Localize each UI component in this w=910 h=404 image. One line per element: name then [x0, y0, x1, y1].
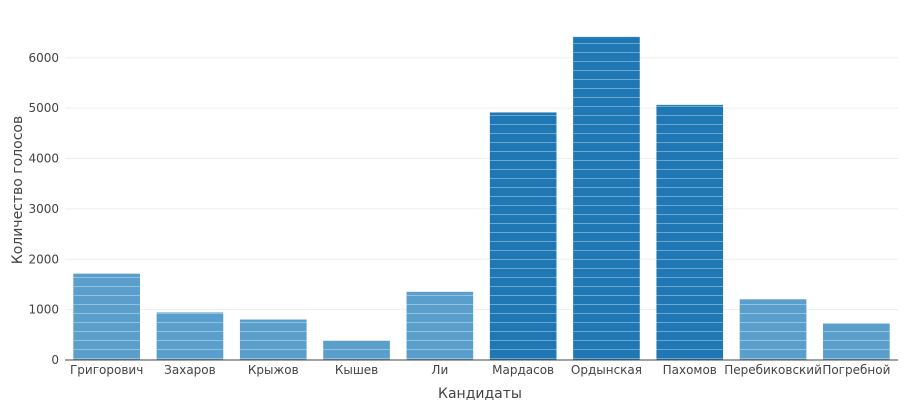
x-tick-label: Ли — [431, 363, 448, 377]
bars — [73, 36, 890, 360]
bar-texture — [323, 340, 390, 360]
bar-texture — [156, 312, 224, 360]
x-axis-title: Кандидаты — [438, 386, 522, 400]
y-tick-label: 5000 — [28, 101, 59, 115]
bar-texture — [656, 104, 724, 360]
y-tick-label: 3000 — [28, 202, 59, 216]
y-tick-label: 6000 — [28, 51, 59, 65]
x-tick-label: Крыжов — [248, 363, 299, 377]
x-tick-label: Кышев — [335, 363, 378, 377]
bar-texture — [73, 273, 140, 360]
x-tick-label: Захаров — [164, 363, 216, 377]
bar-texture — [239, 319, 307, 360]
bar-texture — [739, 299, 807, 360]
x-tick-label: Ордынская — [571, 363, 642, 377]
bar-texture — [823, 323, 890, 360]
x-tick-label: Григорович — [70, 363, 143, 377]
x-tick-label: Пахомов — [663, 363, 717, 377]
bar-texture — [573, 36, 640, 360]
axes: 0 1000 2000 3000 4000 5000 6000 Григорович Захар… — [28, 51, 898, 377]
x-tick-label: Погребной — [822, 363, 890, 377]
y-tick-label: 2000 — [28, 252, 59, 266]
y-tick-label: 1000 — [28, 303, 59, 317]
bar-texture — [406, 291, 474, 360]
bar-texture — [489, 112, 557, 360]
y-axis-title: Количество голосов — [10, 116, 26, 265]
gridlines — [65, 57, 898, 311]
x-tick-label: Перебиковский — [724, 363, 822, 377]
y-tick-label: 4000 — [28, 152, 59, 166]
y-tick-label: 0 — [51, 353, 59, 367]
x-tick-label: Мардасов — [492, 363, 554, 377]
